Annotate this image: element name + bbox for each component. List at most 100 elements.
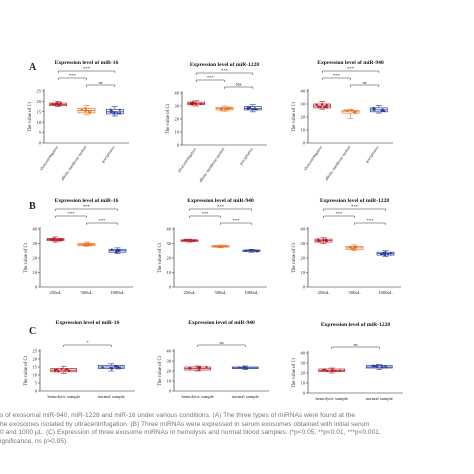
y-tick-label: 20: [166, 369, 171, 374]
data-point: [58, 239, 61, 242]
significance-bracket: [55, 215, 87, 218]
data-point: [219, 245, 223, 248]
y-tick-label: 30: [300, 361, 305, 366]
x-tick-label: 500uL: [215, 290, 227, 295]
data-point: [117, 249, 120, 252]
y-axis-label: The value of Ct: [292, 242, 297, 273]
y-tick-label: 0: [169, 389, 172, 394]
data-point: [334, 369, 337, 373]
data-point: [381, 108, 384, 111]
data-point: [324, 368, 327, 371]
significance-bracket: [197, 344, 246, 347]
significance-label: ***: [347, 66, 355, 71]
y-tick-label: 40: [32, 227, 37, 232]
data-point: [114, 250, 118, 253]
data-point: [113, 111, 116, 114]
y-tick-label: 10: [32, 270, 37, 275]
data-point: [199, 366, 202, 369]
data-point: [84, 110, 87, 113]
y-tick-label: 20: [32, 256, 37, 261]
data-point: [54, 102, 57, 106]
box: [341, 110, 360, 114]
data-point: [317, 105, 320, 108]
y-axis-label: The value of Ct: [28, 101, 33, 132]
y-axis-label: The value of Ct: [166, 103, 171, 134]
panel-label-a: A: [29, 62, 37, 73]
y-tick-label: 0: [177, 143, 180, 148]
data-point: [226, 106, 230, 109]
x-tick-label: 1000uL: [244, 290, 258, 295]
chart-title: Expression level of miR-1228: [321, 322, 391, 328]
y-tick-label: 25: [32, 349, 37, 354]
data-point: [320, 103, 324, 106]
data-point: [254, 108, 257, 111]
y-tick-label: 20: [300, 115, 305, 120]
significance-label: *: [86, 340, 89, 345]
significance-label: ***: [83, 204, 91, 209]
significance-bracket: [57, 77, 87, 80]
data-point: [350, 246, 353, 249]
significance-label: ***: [221, 68, 229, 73]
y-tick-label: 30: [300, 102, 305, 107]
chart-6: Expression level of miR-16 0 5 10 15 20 25The …: [24, 320, 135, 399]
data-point: [315, 103, 318, 106]
significance-bracket: [57, 70, 116, 73]
significance-label: ***: [83, 66, 91, 71]
data-point: [56, 103, 60, 106]
data-point: [198, 368, 201, 371]
significance-label: ***: [69, 73, 77, 78]
x-tick-label: hemolytic sample: [181, 394, 214, 399]
data-point: [57, 370, 60, 373]
data-point: [189, 103, 193, 106]
significance-bracket: [323, 208, 386, 211]
significance-bracket: [55, 208, 118, 211]
data-point: [116, 112, 119, 115]
y-axis-label: The value of Ct: [158, 242, 163, 273]
x-tick-label: 250uL: [50, 290, 62, 295]
y-axis-label: The value of Ct: [292, 357, 297, 388]
data-point: [382, 253, 385, 256]
x-tick-label: ultracentrifugation: [303, 145, 323, 171]
charts-layer: Expression level of miR-160510152025The …: [24, 60, 403, 401]
data-point: [55, 239, 58, 242]
y-axis-label: The value of Ct: [158, 355, 163, 386]
x-tick-label: precipitation: [101, 145, 116, 163]
significance-bracket: [354, 222, 386, 225]
data-point: [110, 248, 113, 251]
data-point: [116, 367, 119, 370]
data-point: [118, 108, 121, 111]
significance-label: ***: [217, 204, 225, 209]
x-tick-label: 250uL: [318, 290, 330, 295]
x-tick-label: 500uL: [349, 290, 361, 295]
y-tick-label: 10: [36, 120, 41, 125]
data-point: [245, 367, 248, 370]
data-point: [89, 243, 93, 246]
data-point: [67, 369, 71, 372]
y-tick-label: 40: [166, 349, 171, 354]
data-point: [229, 106, 232, 109]
chart-title: Expression level of miR-1228: [320, 198, 390, 204]
significance-bracket: [323, 215, 355, 218]
data-point: [244, 249, 248, 253]
data-point: [65, 367, 68, 371]
y-tick-label: 40: [166, 227, 171, 232]
significance-bracket: [195, 79, 225, 82]
data-point: [351, 247, 354, 251]
chart-0: Expression level of miR-16 0 5 10 15 20 25 The …: [28, 60, 129, 182]
y-tick-label: 20: [174, 117, 179, 122]
data-point: [325, 105, 328, 108]
data-point: [250, 108, 253, 111]
significance-bracket: [86, 84, 116, 87]
y-tick-label: 30: [174, 104, 179, 109]
x-tick-label: 500uL: [81, 290, 93, 295]
data-point: [205, 365, 208, 369]
significance-bracket: [224, 86, 254, 89]
data-point: [246, 108, 250, 111]
data-point: [214, 245, 218, 248]
data-point: [373, 109, 376, 112]
y-tick-label: 10: [300, 381, 305, 386]
y-tick-label: 30: [166, 359, 171, 364]
data-point: [113, 365, 116, 368]
significance-bracket: [195, 72, 254, 75]
data-point: [325, 240, 328, 243]
